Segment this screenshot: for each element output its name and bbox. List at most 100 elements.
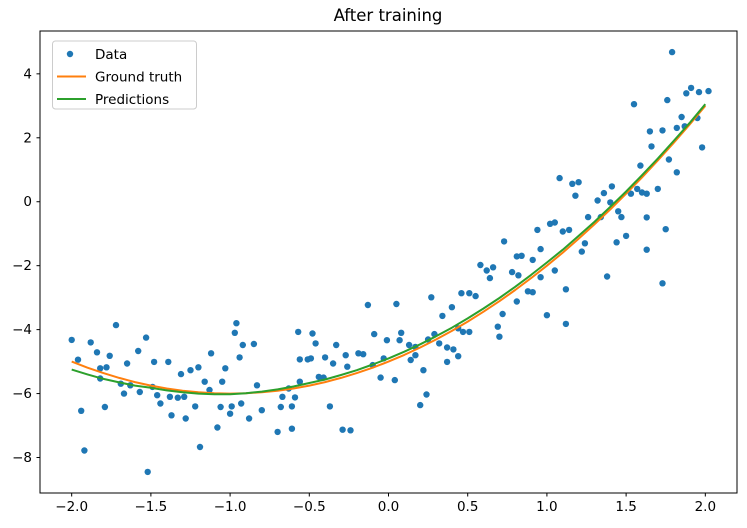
- scatter-point: [106, 352, 113, 359]
- scatter-point: [360, 351, 367, 358]
- scatter-point: [195, 364, 202, 371]
- scatter-point: [309, 330, 316, 337]
- x-tick-label: 0.0: [378, 499, 399, 515]
- scatter-point: [648, 143, 655, 150]
- scatter-point: [288, 403, 296, 410]
- scatter-point: [165, 358, 172, 366]
- scatter-point: [659, 280, 666, 287]
- scatter-point: [515, 272, 522, 279]
- scatter-point: [398, 329, 405, 336]
- scatter-point: [288, 425, 296, 432]
- scatter-point: [304, 356, 311, 363]
- scatter-point: [543, 312, 551, 319]
- scatter-point: [93, 349, 101, 356]
- scatter-point: [477, 261, 484, 269]
- scatter-point: [518, 252, 525, 259]
- scatter-point: [687, 84, 695, 92]
- scatter-point: [333, 341, 340, 349]
- scatter-point: [556, 174, 563, 182]
- scatter-point: [393, 300, 400, 308]
- x-tick-label: −1.5: [134, 499, 167, 515]
- scatter-point: [443, 358, 451, 366]
- scatter-point: [695, 88, 703, 96]
- scatter-point: [630, 101, 638, 108]
- scatter-point: [513, 298, 520, 305]
- scatter-point: [214, 424, 221, 431]
- scatter-point: [112, 321, 120, 329]
- scatter-point: [187, 367, 194, 374]
- y-tick-label: −4: [12, 322, 32, 338]
- scatter-point: [181, 393, 188, 400]
- scatter-point: [239, 341, 246, 349]
- scatter-point: [562, 320, 570, 328]
- scatter-point: [673, 169, 680, 176]
- scatter-point: [355, 350, 362, 357]
- scatter-point: [144, 468, 151, 476]
- ground-truth-line: [71, 105, 707, 395]
- scatter-point: [637, 162, 644, 169]
- scatter-point: [274, 428, 281, 436]
- scatter-point: [529, 289, 536, 296]
- scatter-point: [201, 378, 208, 385]
- scatter-point: [448, 304, 456, 311]
- scatter-point: [489, 264, 497, 271]
- legend-label-data: Data: [95, 47, 127, 63]
- scatter-point: [524, 288, 532, 295]
- scatter-point: [472, 292, 479, 300]
- scatter-point: [594, 197, 601, 204]
- scatter-point: [439, 312, 446, 320]
- scatter-point: [659, 127, 666, 134]
- scatter-point: [428, 294, 435, 301]
- scatter-point: [698, 144, 706, 151]
- scatter-point: [613, 239, 620, 246]
- scatter-point: [315, 373, 322, 381]
- y-tick-label: 4: [23, 66, 32, 82]
- scatter-point: [615, 208, 622, 215]
- scatter-point: [551, 267, 558, 274]
- scatter-point: [291, 394, 299, 401]
- y-tick-label: −6: [12, 386, 32, 402]
- scatter-point: [643, 246, 650, 253]
- scatter-point: [135, 347, 142, 355]
- scatter-point: [342, 352, 349, 359]
- scatter-point: [407, 356, 414, 364]
- scatter-point: [500, 238, 508, 245]
- scatter-point: [391, 376, 398, 384]
- scatter-point: [81, 447, 88, 454]
- scatter-point: [537, 245, 544, 253]
- x-tick-label: −0.5: [293, 499, 326, 515]
- scatter-point: [678, 113, 685, 121]
- scatter-point: [228, 403, 235, 410]
- y-tick-label: 2: [23, 130, 32, 146]
- legend-label-ground-truth: Ground truth: [95, 70, 182, 86]
- scatter-point: [405, 341, 413, 349]
- scatter-point: [68, 336, 75, 344]
- scatter-point: [608, 183, 616, 190]
- scatter-point: [101, 403, 109, 411]
- scatter-point: [78, 407, 85, 414]
- scatter-point: [537, 274, 544, 281]
- x-tick-label: 1.0: [536, 499, 557, 515]
- chart-title: After training: [334, 6, 443, 25]
- scatter-point: [668, 48, 676, 56]
- scatter-point: [207, 350, 215, 357]
- scatter-point: [87, 339, 94, 346]
- scatter-point: [634, 185, 641, 193]
- scatter-point: [513, 253, 520, 260]
- scatter-point: [166, 393, 174, 400]
- scatter-point: [226, 410, 234, 417]
- scatter-point: [572, 192, 579, 199]
- scatter-point: [551, 219, 558, 226]
- scatter-point: [364, 301, 372, 309]
- scatter-point: [250, 340, 258, 348]
- scatter-point: [622, 232, 630, 240]
- scatter-point: [383, 337, 391, 344]
- x-tick-label: 0.5: [457, 499, 478, 515]
- scatter-point: [233, 320, 240, 327]
- scatter-point: [654, 185, 661, 193]
- scatter-point: [662, 226, 669, 233]
- x-tick-label: −2.0: [55, 499, 88, 515]
- scatter-point: [575, 179, 582, 186]
